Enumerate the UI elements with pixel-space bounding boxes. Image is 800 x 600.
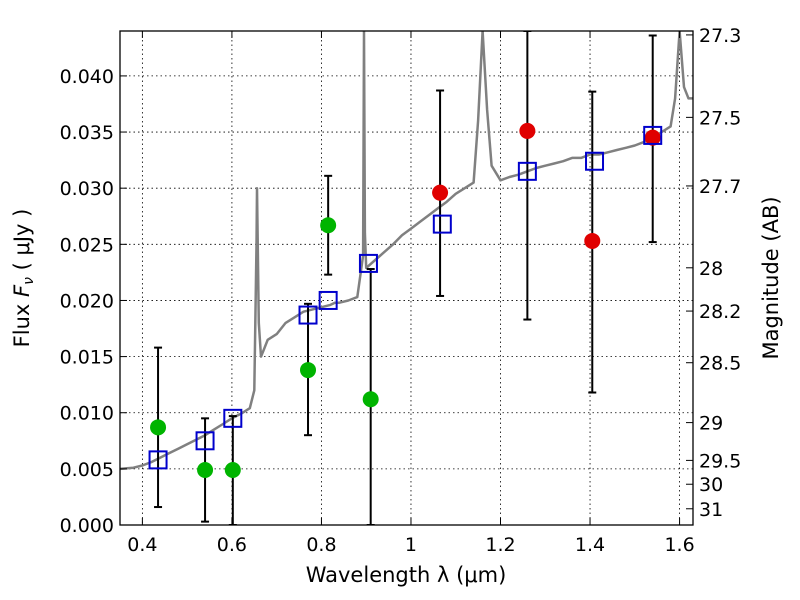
magnitude-tick-label-0: 27.3	[699, 25, 741, 47]
magnitude-tick-label-9: 31	[699, 499, 723, 521]
model-point-8	[585, 151, 605, 171]
y-axis-title-symbol: F	[10, 284, 34, 297]
model-point-0	[148, 450, 168, 470]
observed-points	[150, 122, 661, 478]
model-point-5	[358, 253, 378, 273]
model-point-9	[643, 125, 663, 145]
observed-point-4	[320, 217, 337, 234]
magnitude-tick-label-8: 30	[699, 474, 723, 496]
model-points	[148, 125, 663, 470]
model-point-7	[517, 161, 537, 181]
magnitude-tick-label-2: 27.7	[699, 176, 741, 198]
x-axis: 0.4 0.6 0.8 1 1.2 1.4 1.6	[127, 31, 695, 556]
observed-point-1	[197, 461, 214, 478]
spectrum-line	[120, 31, 693, 471]
model-point-2	[223, 408, 243, 428]
magnitude-tick-label-4: 28.2	[699, 301, 741, 323]
y-tick-label-3: 0.015	[60, 347, 114, 369]
observed-point-7	[519, 122, 536, 139]
y-axis-title: Flux Fν ( μJy )	[10, 209, 37, 348]
observed-point-9	[644, 129, 661, 146]
x-axis-title: Wavelength λ (μm)	[306, 563, 507, 587]
observed-point-3	[300, 362, 317, 379]
model-point-3	[298, 305, 318, 325]
magnitude-tick-label-5: 28.5	[699, 353, 741, 375]
observed-point-6	[432, 184, 449, 201]
observed-point-5	[362, 391, 379, 408]
x-tick-label-1: 0.6	[217, 534, 247, 556]
x-tick-label-5: 1.4	[575, 534, 605, 556]
y-tick-label-5: 0.025	[60, 234, 114, 256]
observed-point-0	[150, 419, 167, 436]
y-axis-title-units: ( μJy )	[10, 209, 34, 277]
model-point-1	[195, 431, 215, 451]
y-tick-label-6: 0.030	[60, 178, 114, 200]
magnitude-axis-title: Magnitude (AB)	[759, 196, 783, 359]
x-tick-label-4: 1.2	[485, 534, 515, 556]
model-point-6	[432, 214, 452, 234]
x-tick-label-3: 1	[405, 534, 417, 556]
y-tick-label-4: 0.020	[60, 290, 114, 312]
y-axis-title-prefix: Flux	[10, 297, 34, 347]
magnitude-tick-label-7: 29.5	[699, 450, 741, 472]
plot-area	[120, 31, 693, 525]
plot-frame	[119, 30, 694, 526]
observed-point-2	[224, 461, 241, 478]
x-tick-label-0: 0.4	[127, 534, 157, 556]
x-tick-label-2: 0.8	[306, 534, 336, 556]
x-tick-label-6: 1.6	[664, 534, 694, 556]
y-axis-title-subscript: ν	[21, 277, 37, 285]
y-tick-label-0: 0.000	[60, 515, 114, 537]
y-tick-label-2: 0.010	[60, 403, 114, 425]
y-tick-label-1: 0.005	[60, 459, 114, 481]
y-tick-label-7: 0.035	[60, 122, 114, 144]
magnitude-tick-label-3: 28	[699, 258, 723, 280]
y-axis: 0.000 0.005 0.010 0.015 0.020 0.025 0.030 0.035…	[60, 66, 127, 537]
magnitude-tick-label-1: 27.5	[699, 107, 741, 129]
magnitude-tick-label-6: 29	[699, 413, 723, 435]
observed-point-8	[584, 232, 601, 249]
magnitude-axis: 27.3 27.5 27.7 28 28.2 28.5 29 29.530 31	[686, 25, 741, 521]
y-tick-label-8: 0.040	[60, 66, 114, 88]
model-point-4	[318, 290, 338, 310]
